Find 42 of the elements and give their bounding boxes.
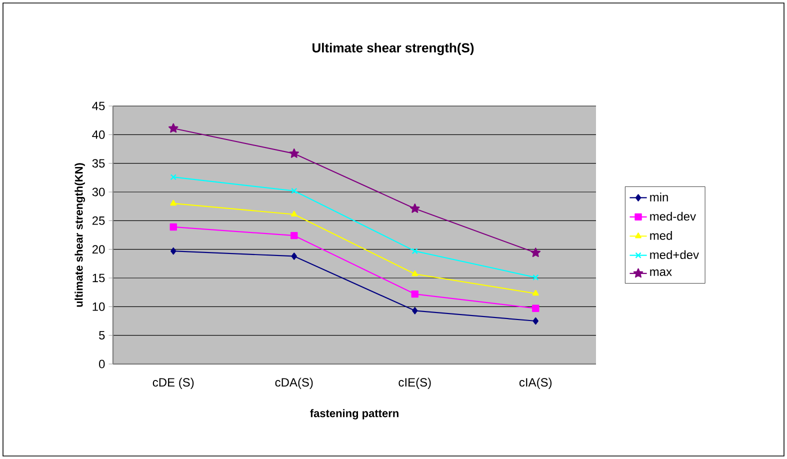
point: [530, 248, 541, 258]
y-tick-label: 15: [92, 274, 105, 282]
point: [532, 317, 538, 325]
point: [290, 210, 298, 216]
point: [170, 247, 176, 255]
y-tick-label: 45: [92, 102, 105, 110]
legend-label: med: [650, 231, 672, 240]
legend-label: med-dev: [650, 212, 696, 221]
point: [291, 188, 298, 194]
legend-label: max: [650, 269, 672, 276]
y-axis-title: ultimate shear strength(KN): [74, 163, 85, 307]
x-tick-label: cDA(S): [275, 378, 313, 389]
point: [290, 232, 298, 240]
point: [168, 123, 178, 133]
point: [291, 252, 297, 260]
point: [412, 270, 418, 276]
point: [170, 223, 177, 231]
point: [412, 248, 418, 254]
y-tick-label: 0: [99, 360, 105, 368]
point: [170, 174, 176, 180]
point: [532, 274, 539, 281]
point: [412, 307, 418, 314]
point: [170, 200, 177, 206]
legend-label: min: [650, 192, 668, 202]
x-tick-label: cIE(S): [398, 378, 431, 389]
point: [532, 304, 540, 312]
y-tick-label: 20: [92, 245, 105, 254]
y-tick-label: 35: [92, 159, 105, 168]
y-tick-label: 5: [99, 331, 105, 340]
point: [289, 148, 300, 158]
point: [410, 204, 420, 213]
y-tick-label: 25: [92, 216, 105, 225]
x-tick-label: cDE (S): [152, 378, 194, 389]
chart-title: Ultimate shear strength(S): [312, 42, 474, 56]
point: [411, 290, 418, 298]
y-tick-label: 10: [92, 302, 105, 311]
y-tick-label: 40: [92, 130, 105, 139]
point: [532, 290, 539, 296]
y-tick-label: 30: [92, 188, 105, 196]
legend-label: med+dev: [650, 250, 699, 260]
x-tick-label: cIA(S): [519, 378, 552, 389]
x-axis-title: fastening pattern: [310, 409, 398, 420]
